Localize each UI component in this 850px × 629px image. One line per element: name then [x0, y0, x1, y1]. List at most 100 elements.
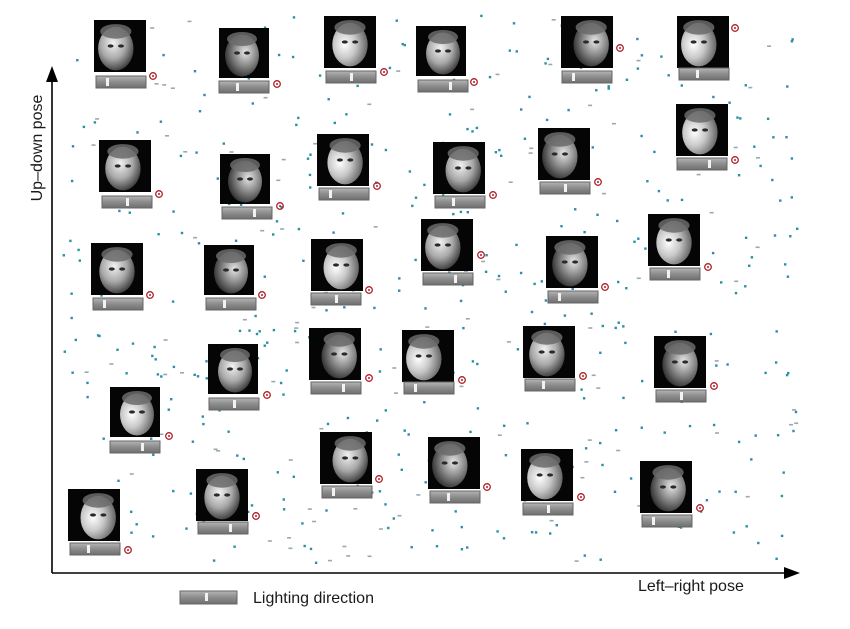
face-hair [544, 132, 576, 147]
embedding-point [159, 433, 164, 436]
embedding-point [63, 350, 66, 353]
embedding-point [625, 287, 628, 290]
embedding-point [574, 560, 579, 562]
embedding-point [775, 557, 778, 560]
embedding-point [732, 531, 736, 534]
face-eye [107, 44, 114, 48]
embedding-point [128, 211, 131, 214]
embedding-point [460, 525, 463, 529]
embedding-point [154, 83, 159, 85]
embedding-point [151, 354, 154, 358]
embedding-point [791, 38, 794, 41]
pose-marker-icon [704, 263, 712, 271]
face-hair [554, 240, 586, 255]
lighting-direction-marker [350, 73, 353, 81]
embedding-point [465, 318, 470, 320]
pose-marker-icon [470, 78, 478, 86]
embedding-point [496, 278, 501, 281]
face-eye [549, 350, 556, 354]
embedding-point [294, 327, 299, 329]
embedding-point [281, 158, 286, 161]
lighting-direction-bar [321, 485, 373, 499]
face-eye [244, 51, 250, 55]
embedding-point [617, 321, 620, 324]
embedding-point [567, 108, 570, 112]
embedding-point [172, 210, 175, 213]
pose-marker-icon [155, 190, 163, 198]
embedding-point [275, 220, 279, 223]
face-tile [310, 239, 373, 306]
pose-marker-dot [152, 75, 154, 77]
embedding-point [342, 545, 347, 548]
embedding-point [76, 59, 79, 62]
embedding-point [728, 101, 731, 104]
lighting-direction-marker [103, 300, 106, 308]
embedding-point [384, 148, 388, 152]
embedding-point [397, 514, 402, 517]
embedding-point [325, 509, 328, 512]
face-eye [691, 128, 698, 132]
pose-marker-dot [149, 294, 151, 296]
embedding-point [500, 154, 503, 157]
lighting-direction-marker [454, 275, 457, 283]
embedding-point [745, 525, 748, 528]
face-eye [670, 485, 677, 489]
face-eye [676, 238, 683, 242]
face-hair [101, 247, 133, 262]
embedding-point [745, 495, 750, 498]
embedding-point [637, 237, 640, 240]
face-tile [421, 219, 485, 286]
embedding-point [234, 239, 238, 242]
face-image [681, 22, 717, 67]
face-eye [233, 268, 239, 272]
embedding-point [497, 274, 501, 278]
embedding-point [663, 431, 666, 434]
embedding-point [213, 448, 218, 451]
face-hair [100, 24, 132, 39]
embedding-point [583, 230, 586, 234]
embedding-point [341, 212, 345, 215]
embedding-point [71, 371, 74, 374]
embedding-point [616, 219, 619, 223]
embedding-point [548, 63, 553, 66]
pose-marker-icon [458, 376, 466, 384]
face-image [682, 110, 718, 155]
embedding-point [306, 157, 310, 160]
face-hair [684, 108, 716, 123]
embedding-point [596, 387, 601, 389]
embedding-point [574, 208, 577, 211]
embedding-point [459, 299, 463, 303]
pose-marker-dot [486, 486, 488, 488]
embedding-point [292, 16, 296, 19]
lighting-direction-marker [329, 190, 332, 198]
embedding-point [607, 87, 610, 90]
face-tile [538, 128, 602, 195]
embedding-point [544, 299, 548, 302]
embedding-point [229, 151, 234, 153]
embedding-point [616, 449, 621, 452]
embedding-point [508, 181, 513, 183]
embedding-point [384, 409, 387, 412]
embedding-point [193, 373, 196, 376]
embedding-point [271, 380, 276, 383]
embedding-point [396, 70, 401, 72]
embedding-point [590, 312, 593, 315]
pose-marker-dot [276, 83, 278, 85]
face-tile [91, 243, 154, 311]
embedding-point [411, 204, 414, 208]
face-tile [208, 344, 271, 411]
embedding-point [504, 290, 507, 293]
embedding-point [641, 379, 644, 383]
embedding-point [601, 463, 604, 467]
embedding-point [248, 329, 251, 332]
embedding-point [718, 490, 721, 493]
embedding-point [528, 95, 531, 99]
embedding-point [794, 410, 798, 414]
embedding-point [401, 42, 404, 46]
embedding-point [674, 330, 677, 333]
embedding-point [773, 234, 777, 237]
embedding-point [70, 179, 74, 183]
embedding-point [776, 434, 780, 437]
face-tiles [68, 16, 739, 556]
embedding-point [775, 330, 778, 333]
